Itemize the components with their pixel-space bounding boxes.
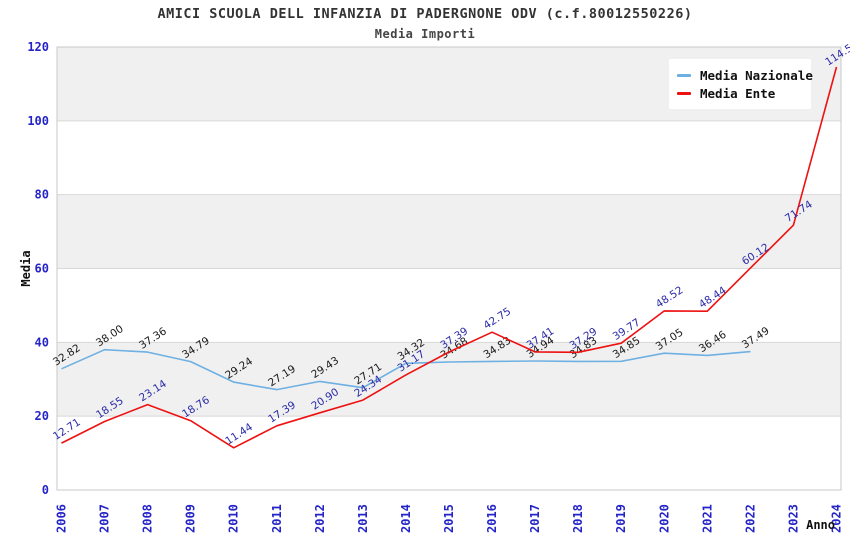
legend-item-media-ente: Media Ente	[677, 84, 811, 102]
y-axis-title: Media	[19, 250, 33, 286]
x-tick-label: 2013	[356, 504, 370, 533]
point-label: 12.71	[51, 416, 83, 442]
plot-band	[57, 194, 841, 269]
y-tick-label: 40	[35, 335, 49, 349]
x-tick-label: 2015	[442, 504, 456, 533]
x-tick-label: 2010	[227, 504, 241, 533]
y-tick-label: 20	[35, 409, 49, 423]
legend-label-media-ente: Media Ente	[700, 85, 776, 101]
media-nazionale-line-swatch-icon	[677, 73, 691, 77]
y-tick-label: 0	[42, 483, 49, 497]
x-tick-label: 2008	[141, 504, 155, 533]
x-tick-label: 2011	[270, 504, 284, 533]
x-tick-label: 2020	[657, 504, 671, 533]
point-label: 48.52	[654, 284, 686, 310]
media-ente-line	[61, 66, 838, 449]
point-label: 48.44	[697, 284, 729, 311]
media-nazionale-line	[61, 348, 751, 391]
x-tick-label: 2019	[614, 504, 628, 533]
y-tick-label: 120	[27, 40, 49, 54]
x-tick-label: 2021	[700, 504, 714, 533]
y-tick-label: 60	[35, 262, 49, 276]
point-label: 42.75	[482, 305, 514, 331]
chart-title: AMICI SCUOLA DELL INFANZIA DI PADERGNONE…	[157, 6, 693, 22]
x-tick-label: 2012	[313, 504, 327, 533]
plot-border	[56, 46, 842, 491]
x-tick-label: 2018	[571, 504, 585, 533]
chart-subtitle: Media Importi	[374, 27, 476, 41]
legend-item-media-nazionale: Media Nazionale	[677, 66, 813, 84]
x-axis-title: Anno	[806, 518, 835, 532]
x-tick-label: 2022	[743, 504, 757, 533]
media-ente-line-swatch-icon	[677, 91, 691, 95]
x-tick-label: 2006	[55, 504, 69, 533]
legend: Media Nazionale Media Ente	[669, 59, 813, 109]
y-tick-label: 80	[35, 188, 49, 202]
x-tick-label: 2009	[184, 504, 198, 533]
x-tick-label: 2007	[98, 504, 112, 533]
point-label: 11.44	[223, 421, 255, 448]
x-tick-label: 2016	[485, 504, 499, 533]
x-tick-label: 2023	[786, 504, 800, 533]
legend-label-media-nazionale: Media Nazionale	[700, 67, 813, 83]
x-tick-label: 2024	[830, 504, 844, 533]
y-tick-label: 100	[27, 114, 49, 128]
x-tick-label: 2014	[399, 504, 413, 533]
x-tick-label: 2017	[528, 504, 542, 533]
